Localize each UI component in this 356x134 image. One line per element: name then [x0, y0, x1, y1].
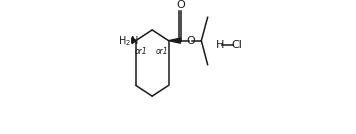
Text: or1: or1	[135, 47, 148, 56]
Text: or1: or1	[155, 47, 168, 56]
Text: Cl: Cl	[231, 40, 242, 50]
Text: H: H	[215, 40, 224, 50]
Text: O: O	[186, 36, 195, 46]
Polygon shape	[168, 38, 180, 43]
Text: H$_2$N: H$_2$N	[118, 34, 138, 48]
Text: O: O	[176, 0, 185, 10]
